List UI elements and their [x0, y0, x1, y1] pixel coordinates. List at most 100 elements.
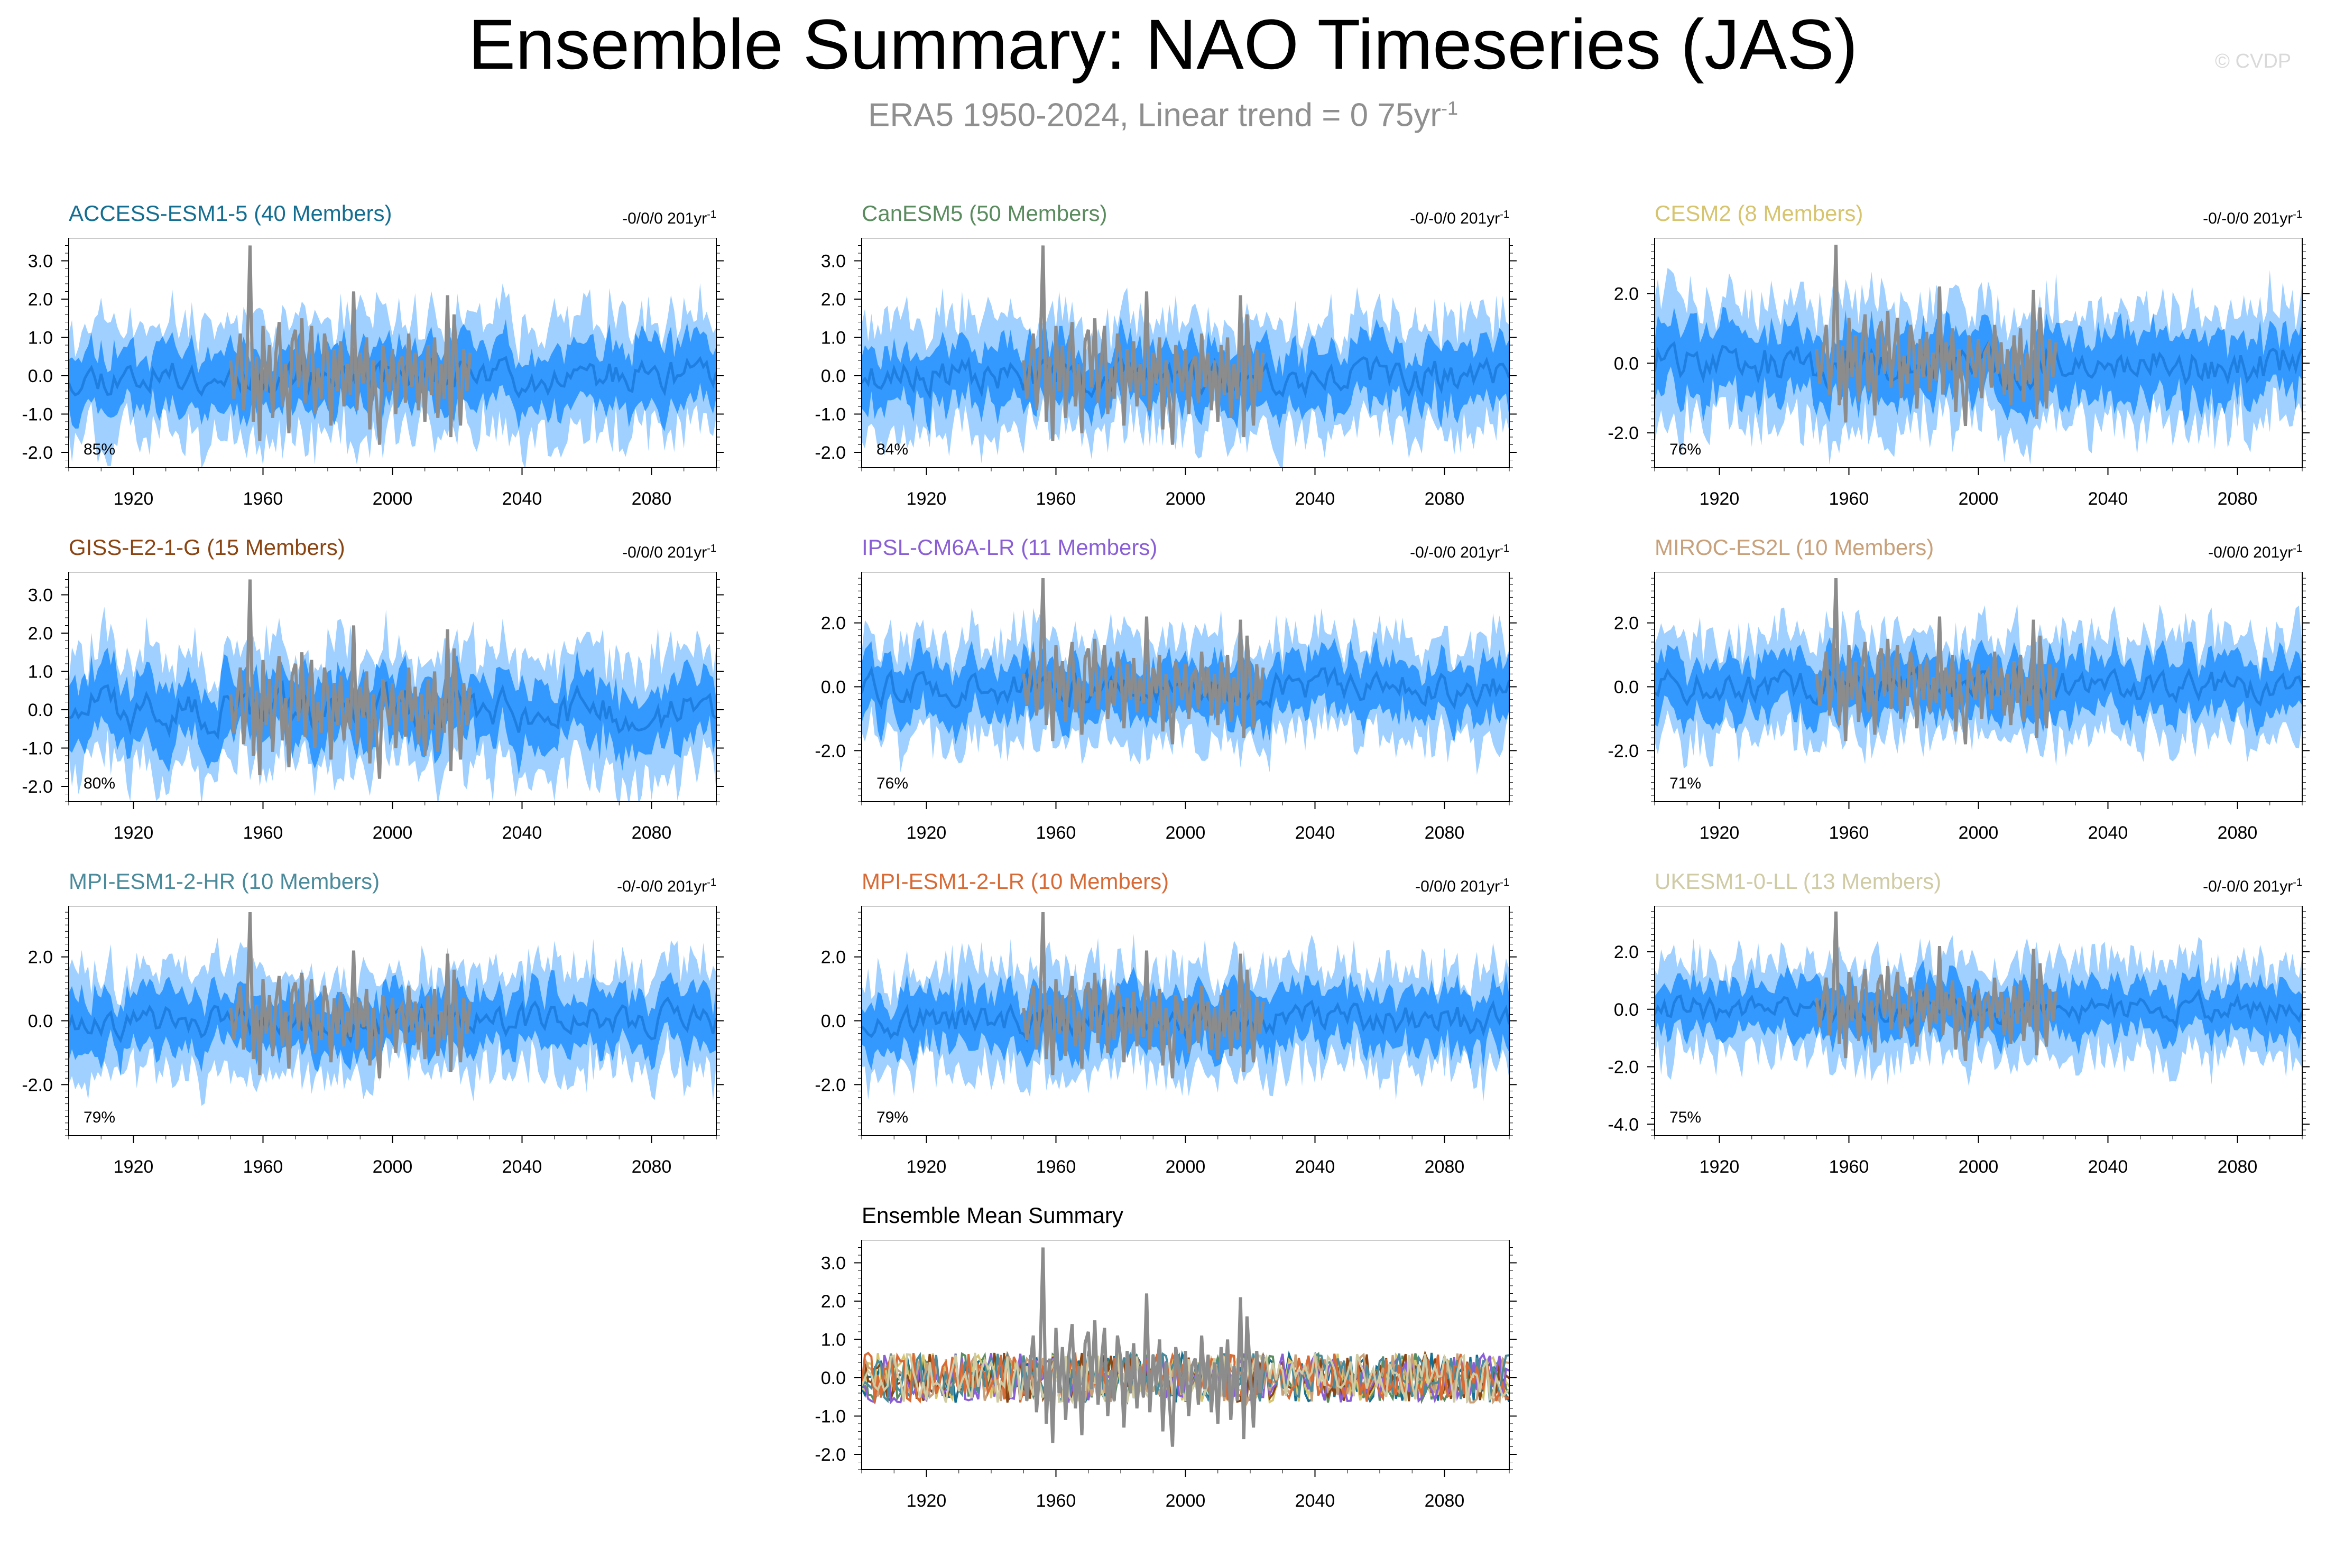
y-tick-label: -1.0 [22, 405, 53, 425]
y-tick-label: -2.0 [22, 1075, 53, 1095]
y-tick-label: 3.0 [821, 1254, 846, 1274]
panel-title: MIROC-ES2L (10 Members) [1655, 535, 1934, 560]
x-tick-label: 2040 [502, 489, 542, 509]
y-tick-label: 0.0 [1614, 678, 1639, 698]
cvdp-credit: © CVDP [2215, 50, 2292, 72]
trend-exponent: -1 [2293, 877, 2302, 888]
y-tick-label: 2.0 [821, 948, 846, 968]
x-tick-label: 2080 [2218, 489, 2258, 509]
x-tick-label: 1960 [1036, 1157, 1076, 1177]
percent-label: 79% [876, 1109, 908, 1126]
y-tick-label: 2.0 [821, 1292, 846, 1312]
x-tick-label: 1960 [1036, 1491, 1076, 1511]
y-tick-label: 2.0 [1614, 614, 1639, 634]
panel-trend: -0/-0/0 201yr-1 [2203, 877, 2302, 896]
observations-line [1815, 245, 2058, 426]
panel-trend: -0/-0/0 201yr-1 [1410, 209, 1509, 228]
percent-label: 84% [876, 441, 908, 458]
y-tick-label: -2.0 [1608, 423, 1639, 443]
trend-exponent: -1 [2293, 209, 2302, 220]
x-tick-label: 2080 [2218, 1157, 2258, 1177]
x-tick-label: 2040 [1295, 489, 1335, 509]
chart-p9: 3.0 2.0 1.0 0.0 -1.0 -2.0 1920 1960 2000 2040 2080 [815, 1240, 1517, 1511]
x-tick-label: 2040 [1295, 1157, 1335, 1177]
trend-exponent: -1 [1500, 209, 1509, 220]
panel-trend: -0/-0/0 201yr-1 [2203, 209, 2302, 228]
x-tick-label: 1960 [1829, 823, 1869, 843]
trend-text: -0/0/0 201yr [2208, 544, 2293, 561]
x-tick-label: 2000 [373, 489, 413, 509]
y-tick-label: 3.0 [28, 252, 53, 272]
y-tick-label: -2.0 [815, 1445, 846, 1465]
chart-p6: 2.0 0.0 -2.0 1920 1960 2000 2040 2080 79% [22, 906, 724, 1177]
observations-line [1022, 912, 1265, 1079]
observations-line [1815, 578, 2058, 745]
panel-title: Ensemble Mean Summary [862, 1203, 1123, 1228]
percent-label: 75% [1669, 1109, 1701, 1126]
chart-p0: 3.0 2.0 1.0 0.0 -1.0 -2.0 1920 1960 2000 2040 2080… [22, 238, 724, 509]
x-tick-label: 2000 [1166, 1157, 1206, 1177]
panel-trend: -0/0/0 201yr-1 [622, 543, 716, 562]
x-tick-label: 1920 [114, 1157, 154, 1177]
x-tick-label: 2080 [1425, 823, 1465, 843]
y-tick-label: 0.0 [821, 1368, 846, 1388]
subtitle-text: ERA5 1950-2024, Linear trend = 0 75yr [867, 97, 1441, 134]
trend-exponent: -1 [2293, 543, 2302, 554]
x-tick-label: 2040 [2088, 489, 2128, 509]
x-tick-label: 2000 [1166, 1491, 1206, 1511]
y-tick-label: -2.0 [1608, 741, 1639, 761]
x-tick-label: 2040 [2088, 1157, 2128, 1177]
y-tick-label: -2.0 [22, 777, 53, 797]
y-tick-label: 0.0 [821, 1012, 846, 1032]
x-tick-label: 2000 [1959, 1157, 1999, 1177]
observations-line [1022, 578, 1265, 745]
page-title: Ensemble Summary: NAO Timeseries (JAS) [468, 5, 1858, 84]
trend-exponent: -1 [707, 877, 716, 888]
y-tick-label: 0.0 [1614, 354, 1639, 374]
x-tick-label: 1920 [1700, 1157, 1740, 1177]
trend-text: -0/0/0 201yr [1415, 878, 1500, 895]
y-tick-label: 1.0 [821, 1330, 846, 1350]
x-tick-label: 1960 [1036, 489, 1076, 509]
chart-p1: 3.0 2.0 1.0 0.0 -1.0 -2.0 1920 1960 2000 2040 2080… [815, 238, 1517, 509]
panel-trend: -0/0/0 201yr-1 [622, 209, 716, 228]
panel-title: CESM2 (8 Members) [1655, 201, 1863, 226]
x-tick-label: 2080 [632, 1157, 672, 1177]
x-tick-label: 1920 [114, 823, 154, 843]
y-tick-label: -2.0 [815, 741, 846, 761]
y-tick-label: -2.0 [815, 443, 846, 463]
x-tick-label: 2000 [1959, 823, 1999, 843]
panel-title: GISS-E2-1-G (15 Members) [69, 535, 345, 560]
x-tick-label: 1920 [907, 823, 947, 843]
panel-trend: -0/-0/0 201yr-1 [1410, 543, 1509, 562]
panel-trend: -0/0/0 201yr-1 [2208, 543, 2302, 562]
panel-title: MPI-ESM1-2-LR (10 Members) [862, 869, 1169, 894]
y-tick-label: 2.0 [1614, 284, 1639, 304]
trend-exponent: -1 [707, 543, 716, 554]
trend-text: -0/-0/0 201yr [1410, 544, 1500, 561]
trend-exponent: -1 [1500, 877, 1509, 888]
x-tick-label: 2000 [1959, 489, 1999, 509]
y-tick-label: 2.0 [821, 290, 846, 310]
panel-title: UKESM1-0-LL (13 Members) [1655, 869, 1942, 894]
chart-p3: 3.0 2.0 1.0 0.0 -1.0 -2.0 1920 1960 2000 2040 2080… [22, 572, 724, 843]
x-tick-label: 1920 [907, 489, 947, 509]
y-tick-label: 1.0 [28, 328, 53, 348]
y-tick-label: 3.0 [28, 586, 53, 606]
y-tick-label: 1.0 [28, 662, 53, 682]
trend-text: -0/-0/0 201yr [2203, 878, 2293, 895]
trend-text: -0/-0/0 201yr [1410, 210, 1500, 227]
observations-line [229, 912, 472, 1079]
y-tick-label: 0.0 [821, 366, 846, 386]
percent-label: 71% [1669, 775, 1701, 792]
x-tick-label: 2040 [1295, 823, 1335, 843]
trend-text: -0/0/0 201yr [622, 544, 707, 561]
percent-label: 76% [1669, 441, 1701, 458]
y-tick-label: 2.0 [28, 290, 53, 310]
x-tick-label: 2080 [1425, 489, 1465, 509]
x-tick-label: 2080 [1425, 1491, 1465, 1511]
page-subtitle: ERA5 1950-2024, Linear trend = 0 75yr-1 [0, 87, 2326, 137]
trend-exponent: -1 [1500, 543, 1509, 554]
x-tick-label: 1920 [907, 1157, 947, 1177]
panel-trend: -0/0/0 201yr-1 [1415, 877, 1509, 896]
